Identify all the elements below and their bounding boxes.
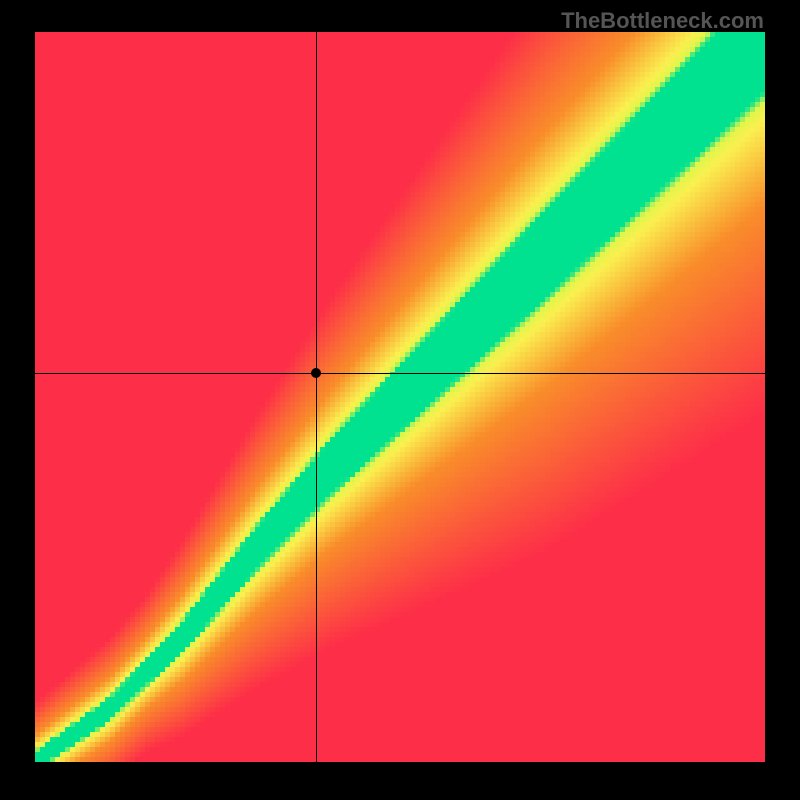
- chart-container: TheBottleneck.com: [0, 0, 800, 800]
- crosshair-vertical-line: [316, 32, 317, 762]
- crosshair-horizontal-line: [35, 373, 765, 374]
- watermark-text: TheBottleneck.com: [561, 8, 764, 34]
- bottleneck-heatmap: [35, 32, 765, 762]
- crosshair-marker: [311, 368, 321, 378]
